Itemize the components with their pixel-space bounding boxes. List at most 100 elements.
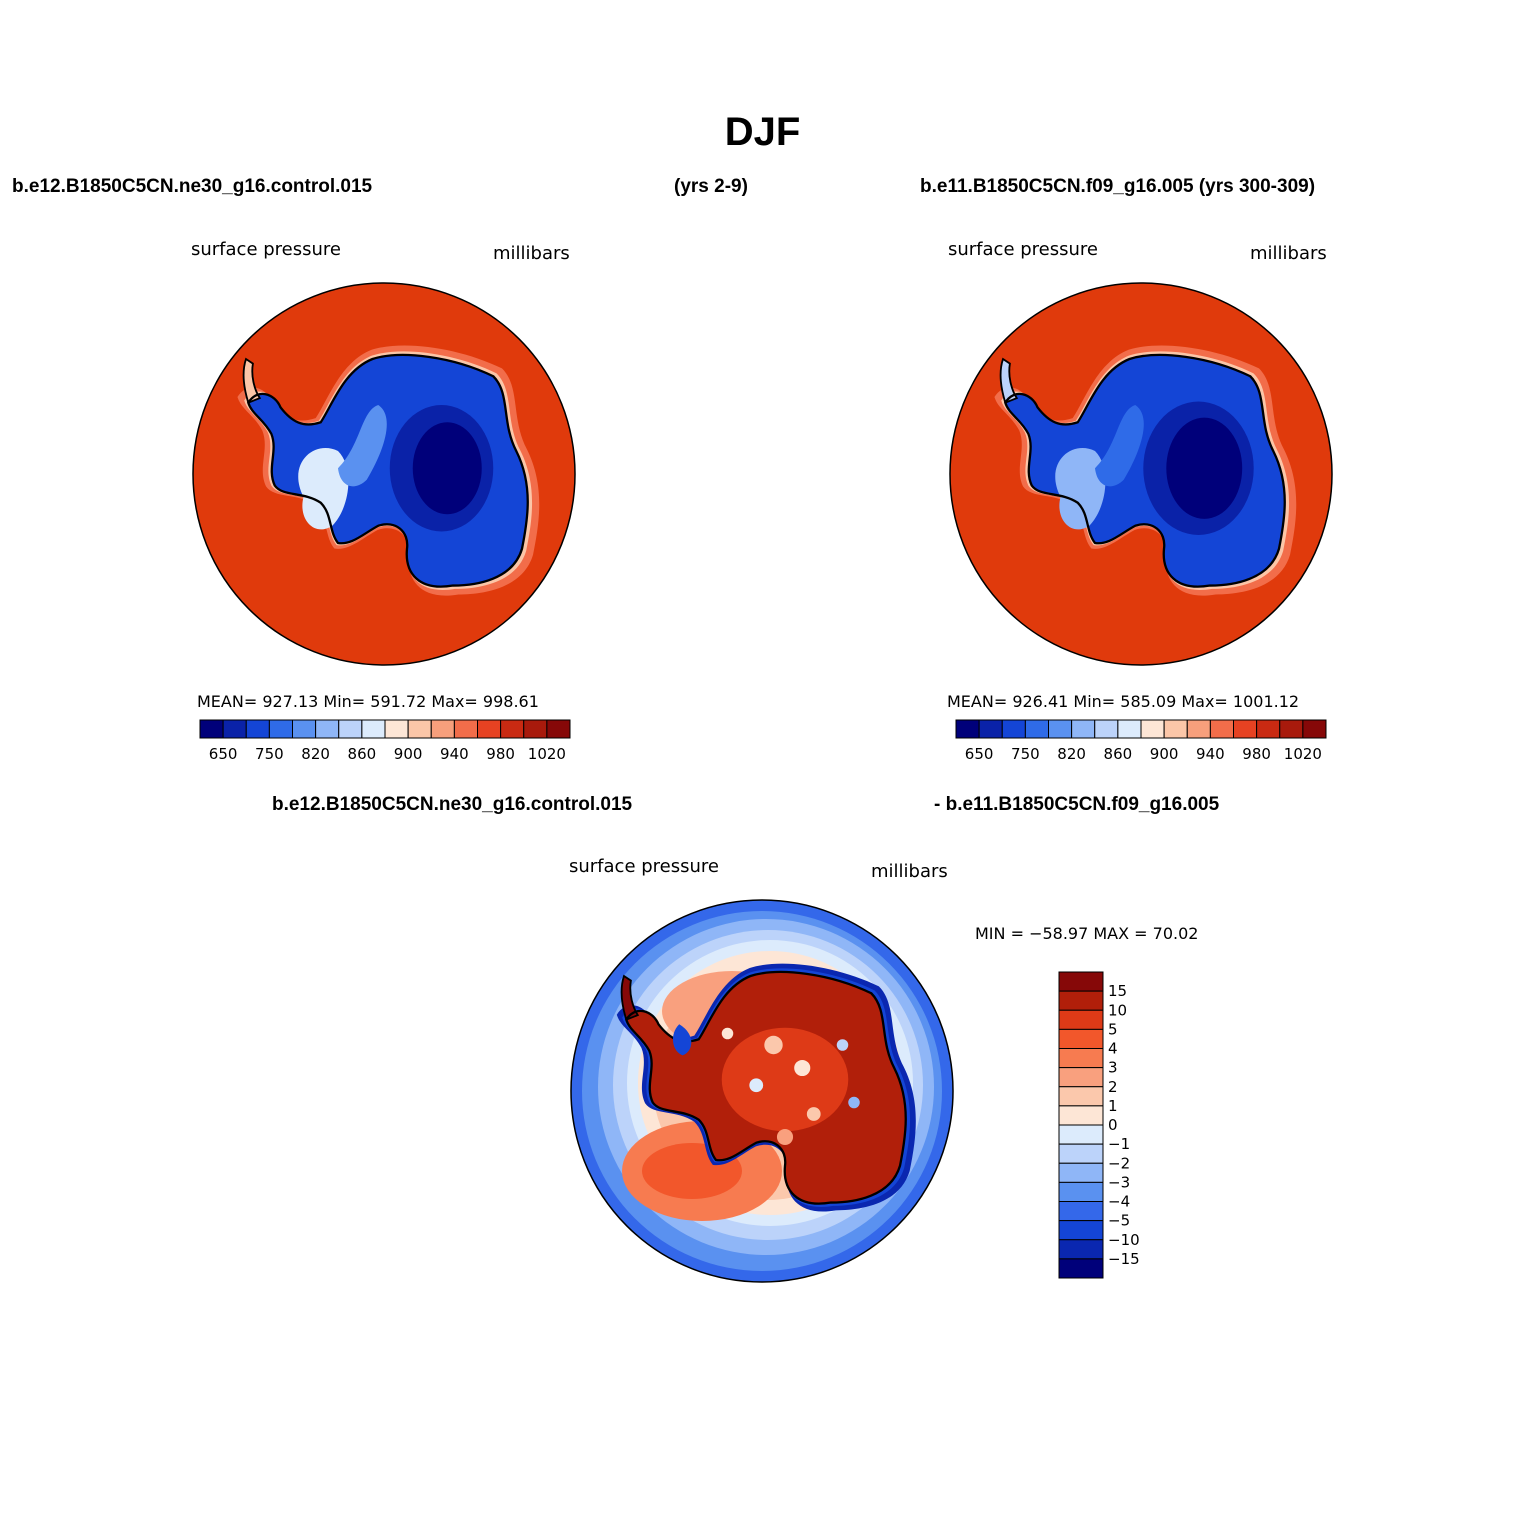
- panel2-colorbar-box: [978, 719, 1003, 739]
- panel1-colorbar-box: [245, 719, 270, 739]
- panel2-colorbar-box: [1117, 719, 1142, 739]
- panel3-colorbar-tick-label: 2: [1108, 1078, 1118, 1096]
- panel3-colorbar-tick-label: −5: [1108, 1212, 1130, 1230]
- panel2-colorbar-tick-label: 940: [1196, 745, 1225, 763]
- panel1-colorbar-box: [546, 719, 571, 739]
- top-left-years-label: (yrs 2-9): [674, 176, 748, 197]
- panel3-colorbar-box: [1058, 1028, 1104, 1049]
- panel1-colorbar-labels: 650 750 820 860 900 940 980 1020: [209, 745, 566, 763]
- panel2-colorbar-tick-label: 650: [965, 745, 994, 763]
- panel1-colorbar-tick-label: 750: [255, 745, 284, 763]
- panel3-colorbar-tick-label: 5: [1108, 1020, 1118, 1038]
- panel1-variable-label: surface pressure: [191, 239, 341, 260]
- panel3-colorbar-tick-label: −1: [1108, 1135, 1130, 1153]
- panel3-colorbar-box: [1058, 1067, 1104, 1088]
- panel3-minmax: MIN = −58.97 MAX = 70.02: [975, 924, 1199, 943]
- panel1-units-label: millibars: [493, 243, 570, 264]
- panel3-colorbar-box: [1058, 1105, 1104, 1126]
- panel2-colorbar-tick-label: 1020: [1284, 745, 1322, 763]
- panel3-colorbar-tick-label: −2: [1108, 1154, 1130, 1172]
- panel3-colorbar: [1058, 971, 1104, 1279]
- panel3-difference-map: [570, 899, 954, 1283]
- panel2-colorbar-box: [1024, 719, 1049, 739]
- panel3-colorbar-box: [1058, 971, 1104, 992]
- panel1-polar-map: [192, 282, 576, 666]
- panel2-colorbar-tick-label: 900: [1150, 745, 1179, 763]
- panel2-colorbar-box: [1163, 719, 1188, 739]
- panel2-units-label: millibars: [1250, 243, 1327, 264]
- panel1-colorbar-tick-label: 820: [301, 745, 330, 763]
- panel2-colorbar-box: [1302, 719, 1327, 739]
- panel3-colorbar-box: [1058, 1124, 1104, 1145]
- panel3-colorbar-box: [1058, 1258, 1104, 1279]
- panel1-colorbar-tick-label: 940: [440, 745, 469, 763]
- panel2-colorbar-box: [1001, 719, 1026, 739]
- panel1-colorbar-box: [523, 719, 548, 739]
- panel3-colorbar-tick-label: −15: [1108, 1250, 1140, 1268]
- panel1-colorbar-tick-label: 1020: [528, 745, 566, 763]
- panel2-colorbar-tick-label: 860: [1104, 745, 1133, 763]
- panel3-colorbar-box: [1058, 1220, 1104, 1241]
- panel3-colorbar-tick-label: 0: [1108, 1116, 1118, 1134]
- panel2-colorbar-box: [1048, 719, 1073, 739]
- panel2-polar-map: [949, 282, 1333, 666]
- top-left-case-label: b.e12.B1850C5CN.ne30_g16.control.015: [12, 176, 373, 197]
- panel2-colorbar-box: [1209, 719, 1234, 739]
- panel3-colorbar-box: [1058, 1239, 1104, 1260]
- bottom-case-a-label: b.e12.B1850C5CN.ne30_g16.control.015: [272, 794, 633, 815]
- panel2-colorbar-tick-label: 980: [1242, 745, 1271, 763]
- panel1-colorbar-tick-label: 980: [486, 745, 515, 763]
- panel1-colorbar-box: [268, 719, 293, 739]
- panel2-colorbar-box: [1186, 719, 1211, 739]
- panel3-colorbar-box: [1058, 990, 1104, 1011]
- panel1-colorbar-tick-label: 860: [348, 745, 377, 763]
- panel2-stats: MEAN= 926.41 Min= 585.09 Max= 1001.12: [947, 692, 1300, 711]
- panel3-units-label: millibars: [871, 861, 948, 882]
- panel1-colorbar-box: [430, 719, 455, 739]
- panel3-colorbar-tick-label: −4: [1108, 1193, 1130, 1211]
- panel1-colorbar-box: [453, 719, 478, 739]
- panel2-colorbar-box: [1233, 719, 1258, 739]
- panel3-colorbar-box: [1058, 1143, 1104, 1164]
- panel2-colorbar-box: [1140, 719, 1165, 739]
- panel3-colorbar-tick-label: 4: [1108, 1040, 1118, 1058]
- panel2-colorbar: [955, 719, 1327, 739]
- panel1-colorbar-box: [338, 719, 363, 739]
- figure-title: DJF: [724, 110, 801, 154]
- panel3-colorbar-tick-label: 1: [1108, 1097, 1118, 1115]
- panel1-stats: MEAN= 927.13 Min= 591.72 Max= 998.61: [197, 692, 539, 711]
- panel3-variable-label: surface pressure: [569, 856, 719, 877]
- panel3-colorbar-box: [1058, 1009, 1104, 1030]
- panel1-colorbar-box: [500, 719, 525, 739]
- panel2-colorbar-box: [955, 719, 980, 739]
- panel1-colorbar-tick-label: 650: [209, 745, 238, 763]
- panel2-colorbar-box: [1279, 719, 1304, 739]
- panel1-colorbar: [199, 719, 571, 739]
- panel3-colorbar-tick-label: −3: [1108, 1173, 1130, 1191]
- panel2-colorbar-box: [1094, 719, 1119, 739]
- panel3-colorbar-tick-label: 3: [1108, 1059, 1118, 1077]
- panel2-colorbar-labels: 650 750 820 860 900 940 980 1020: [965, 745, 1322, 763]
- panel1-colorbar-box: [384, 719, 409, 739]
- panel1-colorbar-box: [222, 719, 247, 739]
- panel1-colorbar-box: [477, 719, 502, 739]
- panel3-colorbar-box: [1058, 1086, 1104, 1107]
- panel2-colorbar-box: [1256, 719, 1281, 739]
- panel1-colorbar-box: [315, 719, 340, 739]
- panel3-colorbar-box: [1058, 1181, 1104, 1202]
- panel3-colorbar-box: [1058, 1201, 1104, 1222]
- panel1-colorbar-box: [199, 719, 224, 739]
- panel2-variable-label: surface pressure: [948, 239, 1098, 260]
- top-right-case-label: b.e11.B1850C5CN.f09_g16.005 (yrs 300-309…: [920, 176, 1316, 197]
- panel3-colorbar-tick-label: 15: [1108, 982, 1127, 1000]
- panel3-colorbar-box: [1058, 1048, 1104, 1069]
- panel2-colorbar-tick-label: 750: [1011, 745, 1040, 763]
- panel3-colorbar-tick-label: −10: [1108, 1231, 1140, 1249]
- panel1-colorbar-tick-label: 900: [394, 745, 423, 763]
- panel3-colorbar-box: [1058, 1162, 1104, 1183]
- panel1-colorbar-box: [292, 719, 317, 739]
- panel1-colorbar-box: [361, 719, 386, 739]
- panel2-colorbar-box: [1071, 719, 1096, 739]
- bottom-case-b-label: - b.e11.B1850C5CN.f09_g16.005: [934, 794, 1220, 815]
